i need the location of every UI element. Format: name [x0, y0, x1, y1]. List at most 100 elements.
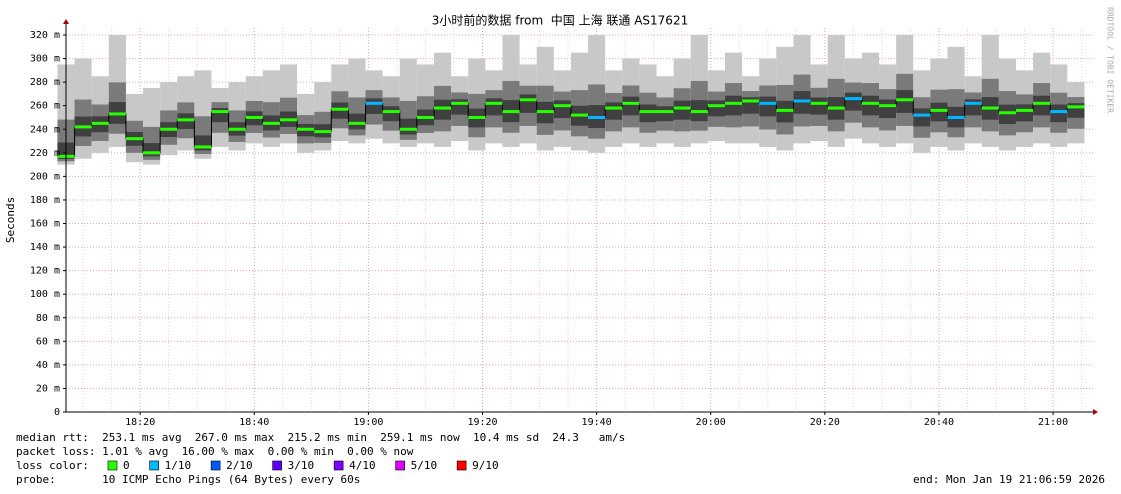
median-point — [160, 127, 178, 131]
median-point — [108, 112, 126, 116]
median-point — [553, 104, 571, 108]
y-arrow — [63, 19, 69, 24]
x-tick-label: 18:40 — [239, 417, 269, 428]
legend-label: 4/10 — [349, 459, 376, 472]
median-point — [998, 111, 1016, 115]
median-point — [177, 118, 195, 122]
median-point — [314, 130, 332, 134]
x-tick-label: 18:20 — [125, 417, 155, 428]
smoke-core — [143, 143, 161, 157]
smoke-core — [622, 96, 640, 116]
median-point — [1050, 110, 1068, 114]
median-point — [673, 106, 691, 110]
median-point — [331, 107, 349, 111]
median-point — [981, 106, 999, 110]
y-tick-label: 160 m — [30, 219, 60, 230]
legend-label: 5/10 — [411, 459, 438, 472]
smoke-core — [382, 106, 400, 122]
smoke-core — [759, 96, 777, 117]
median-point — [279, 118, 298, 122]
y-tick-label: 20 m — [36, 383, 60, 394]
smoke-core — [879, 99, 897, 119]
median-point — [605, 106, 623, 110]
median-point — [211, 110, 229, 114]
smoke-core — [964, 99, 982, 116]
y-tick-label: 220 m — [30, 148, 60, 159]
smoke-core — [896, 90, 914, 113]
smoke-core — [399, 118, 417, 135]
smoke-core — [861, 95, 880, 116]
legend-swatch — [456, 460, 467, 471]
smoke-core — [519, 94, 537, 113]
y-tick-label: 240 m — [30, 124, 60, 135]
smoke-core — [553, 100, 571, 119]
y-tick-label: 280 m — [30, 77, 60, 88]
median-point — [947, 115, 965, 119]
legend-label: 3/10 — [288, 459, 315, 472]
x-arrow — [1093, 409, 1098, 415]
median-point — [690, 110, 708, 114]
y-tick-label: 60 m — [36, 336, 60, 347]
y-axis-label: Seconds — [4, 197, 17, 243]
median-point — [519, 98, 537, 102]
median-point — [810, 101, 828, 105]
median-point — [827, 106, 845, 110]
median-point — [74, 125, 92, 129]
y-tick-label: 300 m — [30, 54, 60, 65]
median-point — [143, 151, 161, 155]
median-point — [742, 99, 760, 103]
median-point — [451, 101, 469, 105]
legend-swatch — [333, 460, 344, 471]
smoke-core — [639, 104, 657, 123]
smoke-core — [434, 99, 452, 120]
median-point — [297, 127, 315, 131]
smoke-core — [998, 104, 1016, 125]
smoke-core — [365, 98, 383, 114]
legend-swatch — [272, 460, 282, 471]
watermark: RRDTOOL / TOBI OETIKER — [1106, 7, 1115, 113]
y-tick-label: 200 m — [30, 171, 60, 182]
median-point — [964, 101, 982, 105]
smoke-core — [656, 106, 674, 122]
y-tick-label: 260 m — [30, 101, 60, 112]
smoke-core — [1050, 104, 1068, 123]
y-tick-label: 80 m — [36, 313, 60, 324]
median-point — [194, 145, 212, 149]
x-tick-label: 19:00 — [353, 417, 383, 428]
legend-swatch — [149, 460, 159, 471]
plot — [57, 28, 1093, 412]
median-point — [656, 110, 674, 114]
smoke-core — [605, 102, 623, 120]
loss-legend-label: loss color: — [16, 459, 89, 472]
median-point — [639, 110, 657, 114]
median-point — [382, 110, 400, 114]
chart-title: 3小时前的数据 from 中国 上海 联通 AS17621 — [432, 13, 688, 28]
smoke-core — [810, 97, 828, 115]
smoke-core — [724, 95, 743, 116]
median-line — [57, 98, 1085, 157]
median-point — [536, 110, 554, 114]
x-tick-label: 19:40 — [582, 417, 612, 428]
median-point — [896, 98, 914, 102]
probe-info: probe: 10 ICMP Echo Pings (64 Bytes) eve… — [16, 473, 360, 486]
median-point — [707, 104, 725, 108]
stats-line: median rtt: 253.1 ms avg 267.0 ms max 21… — [16, 431, 625, 444]
median-point — [759, 101, 777, 105]
end-time: end: Mon Jan 19 21:06:59 2026 — [913, 473, 1105, 486]
smoke-core — [913, 108, 931, 127]
median-point — [724, 101, 743, 105]
median-point — [125, 137, 144, 141]
y-tick-label: 120 m — [30, 266, 60, 277]
x-tick-label: 21:00 — [1038, 417, 1068, 428]
legend-label: 2/10 — [226, 459, 253, 472]
median-point — [1015, 108, 1034, 112]
smoke-core — [844, 92, 862, 111]
median-point — [861, 101, 880, 105]
smoke-core — [451, 99, 469, 115]
median-point — [262, 121, 280, 125]
y-tick-label: 140 m — [30, 242, 60, 253]
median-point — [776, 108, 794, 112]
median-point — [570, 113, 589, 117]
x-tick-label: 19:20 — [467, 417, 497, 428]
